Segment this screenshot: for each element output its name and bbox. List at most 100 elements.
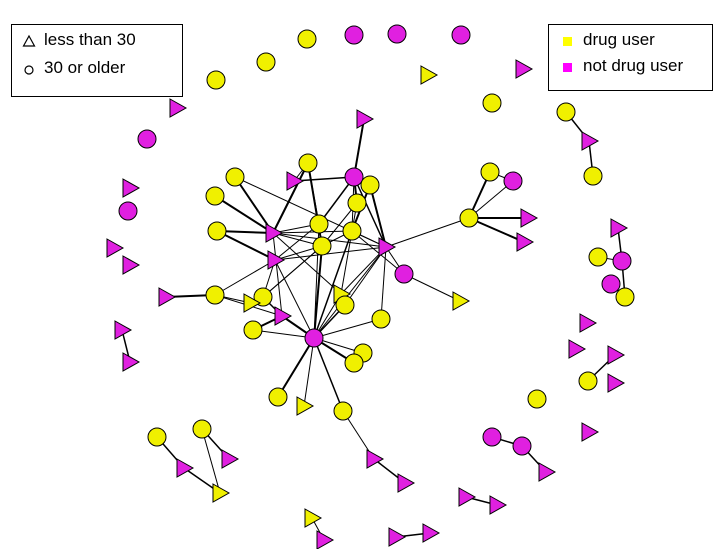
edge <box>380 246 387 320</box>
edge <box>214 195 274 234</box>
edge <box>272 230 353 234</box>
triangle-node-not-drug-user <box>568 339 587 359</box>
edge <box>216 230 276 261</box>
circle-node-drug-user <box>243 320 263 340</box>
circle-node-not-drug-user <box>451 25 471 45</box>
square-swatch-icon <box>561 59 575 73</box>
legend-label: drug user <box>583 30 655 49</box>
edge <box>252 329 315 339</box>
circle-node-drug-user <box>335 295 355 315</box>
edge <box>234 176 387 248</box>
triangle-node-not-drug-user <box>366 449 385 469</box>
triangle-node-not-drug-user <box>516 232 535 252</box>
edge <box>307 162 320 225</box>
circle-node-not-drug-user <box>482 427 502 447</box>
triangle-node-not-drug-user <box>581 131 600 151</box>
circle-node-not-drug-user <box>512 436 532 456</box>
circle-node-drug-user <box>527 389 547 409</box>
circle-node-not-drug-user <box>503 171 523 191</box>
circle-node-drug-user <box>256 52 276 72</box>
triangle-node-not-drug-user <box>489 495 508 515</box>
edge <box>344 246 387 306</box>
triangle-node-not-drug-user <box>316 530 335 549</box>
edge <box>272 162 309 234</box>
triangle-node-not-drug-user <box>378 237 397 257</box>
triangle-outline-icon <box>22 33 36 47</box>
circle-node-drug-user <box>147 427 167 447</box>
circle-node-drug-user <box>578 371 598 391</box>
triangle-node-drug-user <box>420 65 439 85</box>
triangle-node-not-drug-user <box>106 238 125 258</box>
edge <box>318 176 355 225</box>
legend-label: 30 or older <box>44 58 126 77</box>
legend-age: less than 30 30 or older <box>11 24 183 97</box>
circle-node-drug-user <box>206 70 226 90</box>
edge <box>274 246 387 261</box>
edge <box>274 259 315 339</box>
edge <box>468 217 525 243</box>
edge <box>385 217 470 248</box>
legend-label: not drug user <box>583 56 684 75</box>
triangle-node-not-drug-user <box>158 287 177 307</box>
triangle-node-not-drug-user <box>265 223 284 243</box>
circle-node-drug-user <box>344 353 364 373</box>
triangle-node-not-drug-user <box>267 250 286 270</box>
triangle-node-drug-user <box>452 291 471 311</box>
legend-item-not-drug-user: not drug user <box>561 56 683 76</box>
circle-node-drug-user <box>268 387 288 407</box>
edge <box>313 246 387 339</box>
edge <box>272 232 283 317</box>
triangle-node-not-drug-user <box>581 422 600 442</box>
circle-node-drug-user <box>309 214 329 234</box>
circle-node-drug-user <box>205 186 225 206</box>
triangle-node-not-drug-user <box>122 178 141 198</box>
circle-node-drug-user <box>312 236 332 256</box>
triangle-node-not-drug-user <box>114 320 133 340</box>
edge <box>340 230 353 295</box>
triangle-node-not-drug-user <box>520 208 539 228</box>
triangle-node-not-drug-user <box>122 255 141 275</box>
edge <box>272 232 387 248</box>
edge <box>214 259 276 296</box>
edge <box>313 318 382 339</box>
circle-node-not-drug-user <box>344 25 364 45</box>
circle-node-drug-user <box>205 285 225 305</box>
triangle-node-not-drug-user <box>286 171 305 191</box>
circle-node-drug-user <box>480 162 500 182</box>
circle-node-drug-user <box>207 221 227 241</box>
triangle-node-not-drug-user <box>397 473 416 493</box>
circle-node-drug-user <box>371 309 391 329</box>
circle-node-drug-user <box>615 287 635 307</box>
circle-node-not-drug-user <box>137 129 157 149</box>
square-swatch-icon <box>561 33 575 47</box>
triangle-node-not-drug-user <box>122 352 141 372</box>
edge <box>313 230 353 339</box>
legend-label: less than 30 <box>44 30 136 49</box>
edge <box>272 232 342 295</box>
triangle-node-not-drug-user <box>579 313 598 333</box>
triangle-node-not-drug-user <box>607 373 626 393</box>
edge <box>403 273 461 302</box>
edge <box>313 245 323 339</box>
legend-item-30-or-older: 30 or older <box>22 58 125 78</box>
circle-node-drug-user <box>253 287 273 307</box>
triangle-node-drug-user <box>212 483 231 503</box>
circle-node-drug-user <box>360 175 380 195</box>
circle-node-not-drug-user <box>612 251 632 271</box>
triangle-node-not-drug-user <box>610 218 629 238</box>
circle-node-not-drug-user <box>304 328 324 348</box>
triangle-node-not-drug-user <box>221 449 240 469</box>
circle-node-not-drug-user <box>344 167 364 187</box>
triangle-node-not-drug-user <box>515 59 534 79</box>
edge <box>353 118 365 178</box>
circle-node-drug-user <box>583 166 603 186</box>
edges <box>121 111 626 541</box>
edge <box>277 337 315 398</box>
triangle-node-not-drug-user <box>538 462 557 482</box>
edge <box>234 176 274 234</box>
circle-node-drug-user <box>342 221 362 241</box>
circle-node-drug-user <box>482 93 502 113</box>
legend-drug-use: drug user not drug user <box>548 24 713 91</box>
edge <box>262 245 323 298</box>
triangle-node-not-drug-user <box>388 527 407 547</box>
